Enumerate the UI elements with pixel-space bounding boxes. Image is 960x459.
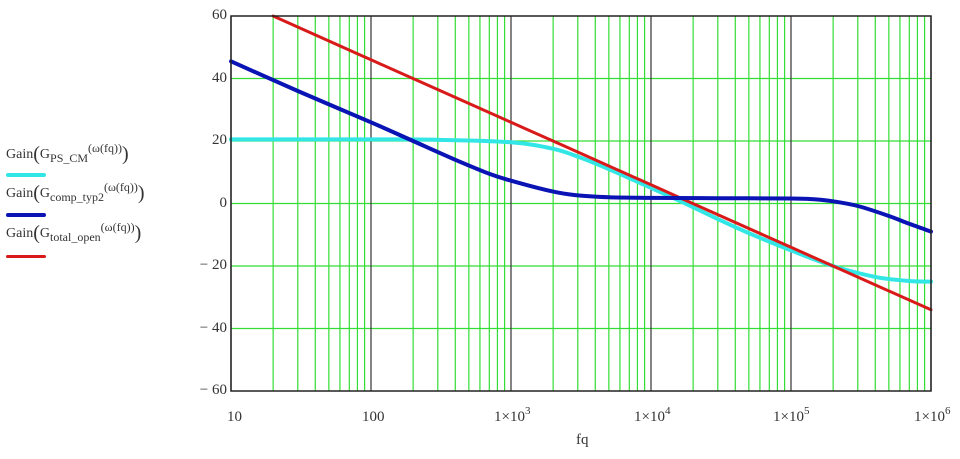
x-tick-base: 1×10	[914, 409, 945, 425]
y-tick: 40	[212, 70, 227, 86]
legend-item-comp-typ2: Gain(Gcomp_typ2(ω(fq)))	[6, 180, 145, 204]
x-tick-base: 100	[362, 409, 385, 425]
x-tick-exp: 4	[664, 405, 671, 417]
x-tick-base: 1×10	[494, 409, 525, 425]
legend-arg: ω(fq)	[104, 220, 131, 234]
series-line-2	[271, 14, 933, 312]
legend-subscript: total_open	[50, 230, 101, 244]
legend-symbol: G	[39, 226, 51, 241]
legend-item-total-open: Gain(Gtotal_open(ω(fq)))	[6, 220, 142, 244]
legend-symbol: G	[39, 186, 51, 201]
x-tick: 1×105	[773, 405, 809, 426]
series-line-0	[229, 137, 933, 284]
plot-frame	[230, 15, 932, 392]
legend-prefix: Gain	[6, 186, 34, 201]
legend-prefix: Gain	[6, 226, 34, 241]
legend-symbol: G	[39, 147, 51, 162]
x-axis-label: fq	[576, 432, 589, 448]
legend-subscript: comp_typ2	[50, 190, 105, 204]
legend-swatch-red	[6, 255, 46, 258]
minor-grid	[231, 16, 931, 391]
x-tick-base: 10	[227, 409, 242, 425]
legend-swatch-cyan	[6, 173, 46, 177]
x-tick: 100	[362, 405, 385, 426]
legend-swatch-blue	[6, 213, 46, 217]
x-tick-exp: 6	[944, 405, 951, 417]
legend-item-ps-cm: Gain(GPS_CM(ω(fq)))	[6, 141, 129, 165]
x-tick: 1×103	[494, 405, 530, 426]
y-tick: − 60	[199, 382, 227, 398]
legend-arg: ω(fq)	[108, 180, 134, 194]
series-line-1	[229, 59, 933, 234]
y-tick: − 20	[199, 257, 227, 273]
data-curves	[229, 14, 933, 312]
y-tick: 0	[219, 195, 228, 211]
legend-prefix: Gain	[6, 147, 34, 162]
x-tick-base: 1×10	[634, 409, 665, 425]
x-tick-base: 1×10	[773, 409, 804, 425]
x-tick: 1×106	[914, 405, 950, 426]
y-tick: 20	[212, 132, 227, 148]
x-tick: 1×104	[634, 405, 670, 426]
legend-arg: ω(fq)	[92, 141, 118, 155]
legend-subscript: PS_CM	[50, 151, 89, 165]
x-tick-exp: 3	[524, 405, 531, 417]
x-tick: 10	[227, 405, 242, 426]
y-tick: 60	[212, 7, 227, 23]
x-tick-exp: 5	[803, 405, 810, 417]
y-tick: − 40	[199, 320, 227, 336]
